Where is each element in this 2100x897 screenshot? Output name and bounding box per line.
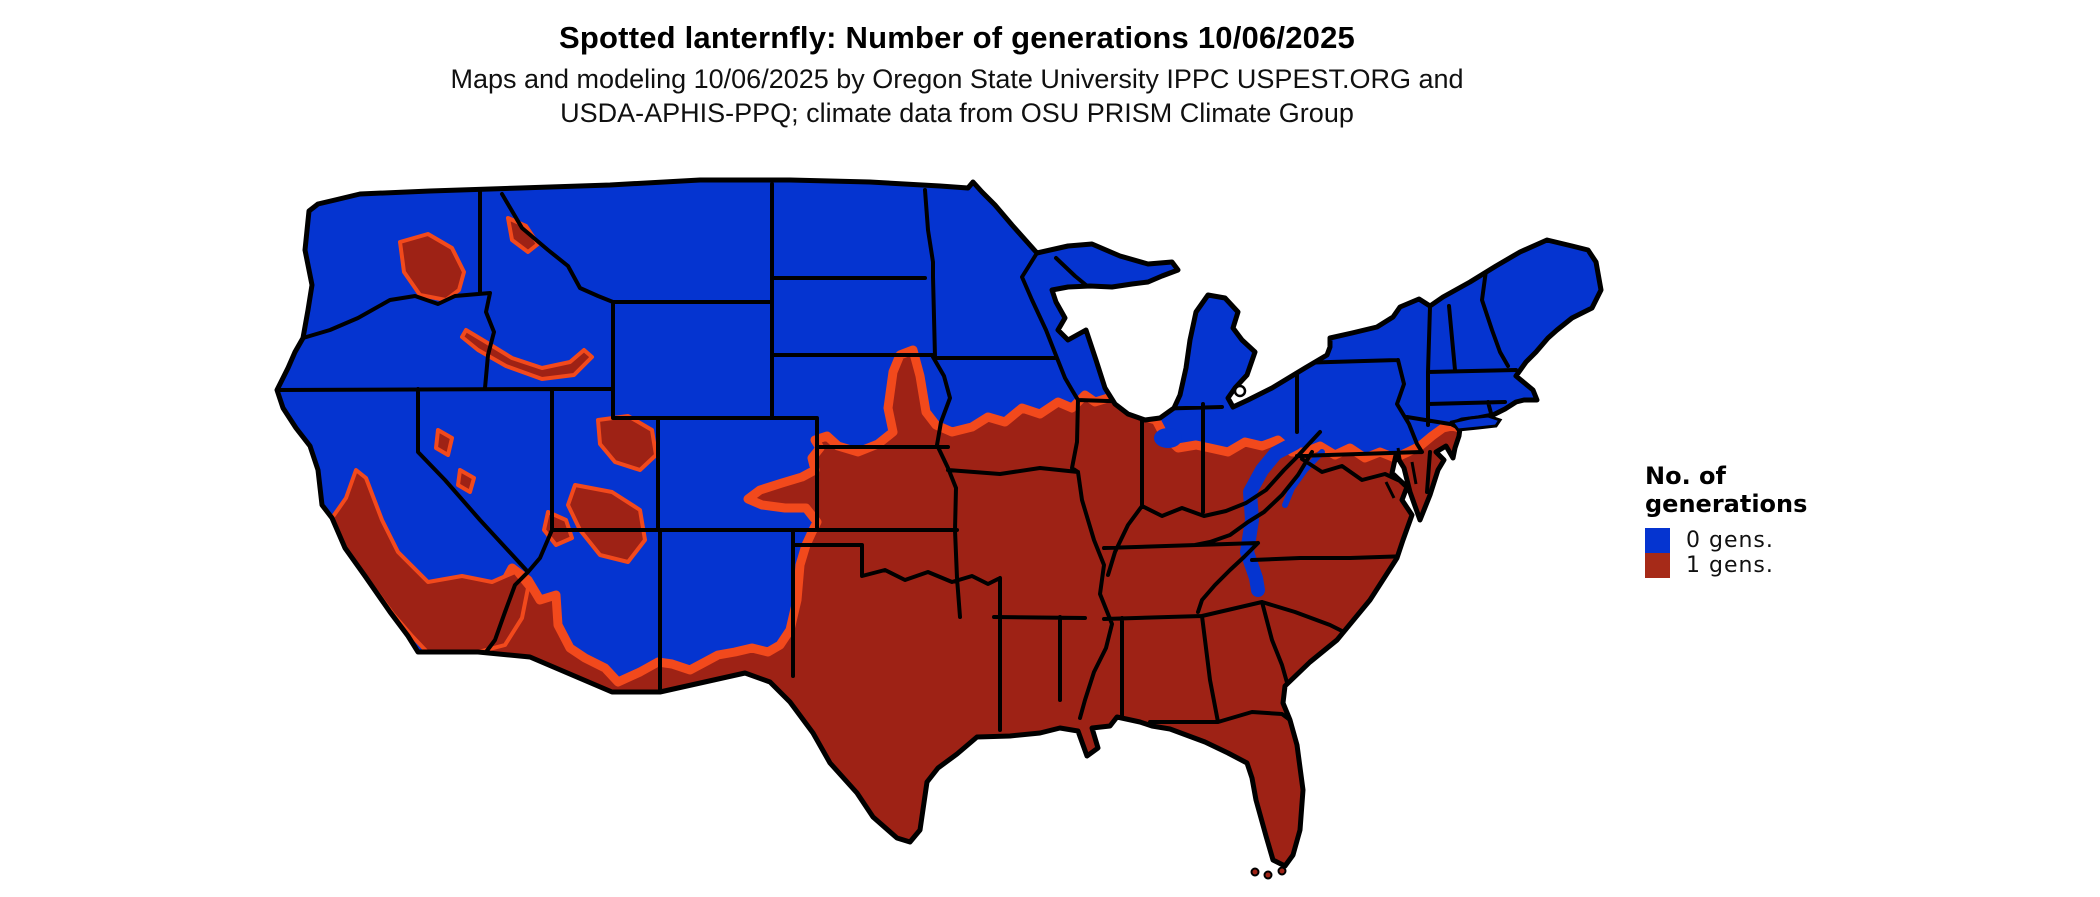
florida-keys — [1250, 866, 1287, 880]
page-title: Spotted lanternfly: Number of generation… — [559, 20, 1355, 55]
snake-river-plain-patch — [460, 328, 594, 381]
columbia-basin-patch — [398, 232, 466, 302]
legend-title: No. of generations — [1645, 462, 1945, 518]
blue-ridge-streak — [1240, 421, 1319, 597]
nevada-patch-1 — [434, 428, 454, 457]
zero-gens-label: 0 gens. — [1686, 528, 1774, 553]
shenandoah-streak — [1282, 449, 1325, 508]
zero-gens-swatch — [1645, 528, 1670, 553]
one-gens-label: 1 gens. — [1686, 553, 1774, 578]
page-subtitle: Maps and modeling 10/06/2025 by Oregon S… — [0, 62, 1914, 130]
one-gens-swatch — [1645, 553, 1670, 578]
utah-canyon-patch-south — [566, 483, 647, 564]
appalachian-blue-streaks — [1240, 421, 1325, 597]
map-legend: No. of generations 0 gens. 1 gens. — [1645, 462, 1945, 578]
legend-title-line-1: No. of — [1645, 462, 1726, 490]
legend-items: 0 gens. 1 gens. — [1645, 528, 1945, 578]
legend-title-line-2: generations — [1645, 490, 1808, 518]
lake-effect-blue-pocket — [1154, 428, 1182, 448]
legend-item-1-gens: 1 gens. — [1645, 553, 1945, 578]
nevada-patch-2 — [456, 468, 476, 494]
subtitle-line-1: Maps and modeling 10/06/2025 by Oregon S… — [450, 64, 1464, 94]
lake-st-clair — [1233, 384, 1247, 398]
subtitle-line-2: USDA-APHIS-PPQ; climate data from OSU PR… — [560, 98, 1354, 128]
montana-valley-patch — [506, 216, 540, 254]
legend-item-0-gens: 0 gens. — [1645, 528, 1945, 553]
state-borders — [277, 182, 1518, 732]
long-island — [1449, 414, 1503, 432]
